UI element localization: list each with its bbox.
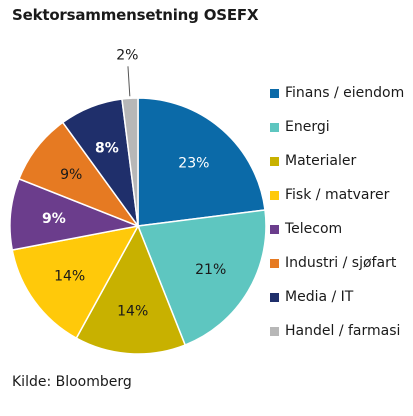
legend-label-7: Handel / farmasi xyxy=(285,323,401,339)
pie-slice-2 xyxy=(75,224,187,355)
legend-item-1: Energi xyxy=(270,118,404,136)
legend-label-1: Energi xyxy=(285,119,330,135)
chart-legend: Finans / eiendom Energi Materialer Fisk / m… xyxy=(270,84,404,356)
legend-swatch-0 xyxy=(270,88,279,98)
legend-swatch-5 xyxy=(270,258,279,268)
pie-slice-3 xyxy=(11,224,140,340)
pie-leader-line-7 xyxy=(127,66,131,97)
pie-data-label-6: 8% xyxy=(95,140,119,156)
legend-swatch-7 xyxy=(270,326,279,336)
legend-label-3: Fisk / matvarer xyxy=(285,187,390,203)
pie-slice-1 xyxy=(136,209,267,346)
legend-item-2: Materialer xyxy=(270,152,404,170)
legend-label-6: Media / IT xyxy=(285,289,354,305)
legend-label-0: Finans / eiendom xyxy=(285,85,405,101)
legend-swatch-3 xyxy=(270,190,279,200)
legend-item-6: Media / IT xyxy=(270,288,404,306)
chart-source: Kilde: Bloomberg xyxy=(12,374,132,390)
legend-swatch-4 xyxy=(270,224,279,234)
legend-label-5: Industri / sjøfart xyxy=(285,255,397,271)
pie-data-label-0: 23% xyxy=(178,156,209,172)
legend-item-7: Handel / farmasi xyxy=(270,322,404,340)
chart-title: Sektorsammensetning OSEFX xyxy=(12,6,259,24)
pie-data-label-7: 2% xyxy=(116,47,138,63)
legend-swatch-6 xyxy=(270,292,279,302)
legend-item-5: Industri / sjøfart xyxy=(270,254,404,272)
pie-slice-0 xyxy=(137,97,266,227)
pie-data-label-4: 9% xyxy=(42,211,66,227)
legend-item-3: Fisk / matvarer xyxy=(270,186,404,204)
legend-label-2: Materialer xyxy=(285,153,357,169)
legend-swatch-2 xyxy=(270,156,279,166)
pie-data-label-2: 14% xyxy=(117,303,148,319)
pie-slice-7 xyxy=(121,97,139,227)
pie-data-label-1: 21% xyxy=(195,262,226,278)
pie-data-label-5: 9% xyxy=(60,167,82,183)
legend-item-4: Telecom xyxy=(270,220,404,238)
legend-swatch-1 xyxy=(270,122,279,132)
legend-label-4: Telecom xyxy=(285,221,343,237)
pie-data-label-3: 14% xyxy=(54,269,85,285)
legend-item-0: Finans / eiendom xyxy=(270,84,404,102)
